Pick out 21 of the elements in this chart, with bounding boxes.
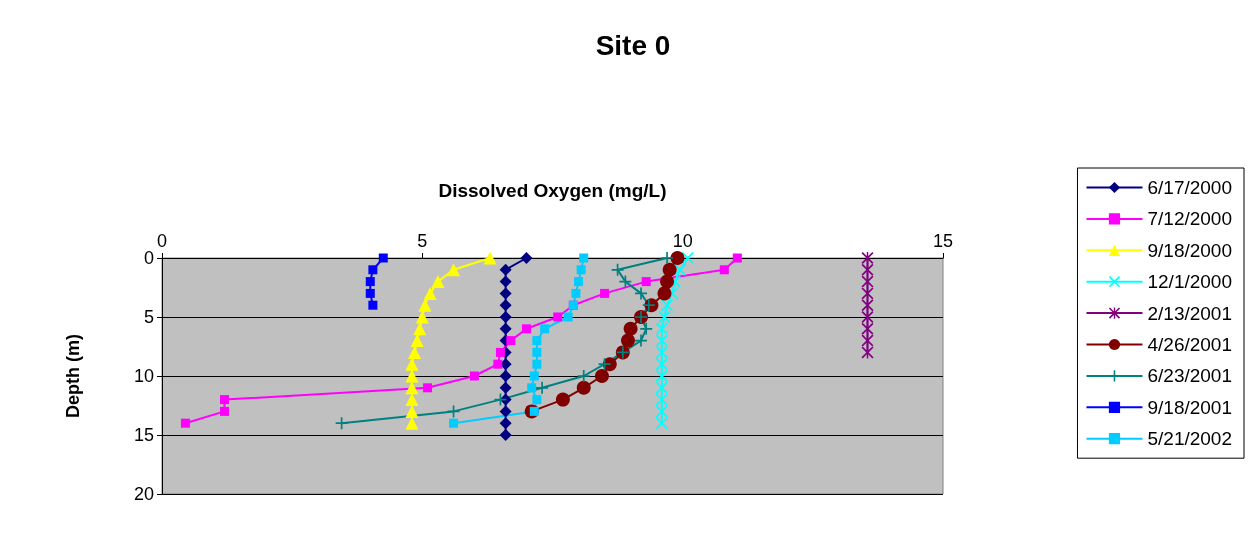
legend-label: 2/13/2001 <box>1147 302 1233 324</box>
y-tick-label: 10 <box>133 366 154 386</box>
y-tick-label: 20 <box>133 484 154 504</box>
x-tick-label: 0 <box>156 231 168 251</box>
legend-label: 4/26/2001 <box>1147 334 1233 355</box>
y-tick-label: 5 <box>143 307 154 327</box>
x-tick-label: 5 <box>417 231 428 251</box>
legend-label: 12/1/2000 <box>1147 271 1233 293</box>
legend-label: 6/23/2001 <box>1147 365 1233 387</box>
legend-label: 6/17/2000 <box>1147 177 1233 198</box>
x-tick-label: 10 <box>672 231 693 251</box>
y-tick-label: 15 <box>133 425 154 445</box>
y-tick-label: 0 <box>143 248 154 268</box>
chart-title: Site 0 <box>595 29 671 61</box>
y-axis-title: Depth (m) <box>63 334 83 418</box>
legend-label: 9/18/2001 <box>1147 396 1233 418</box>
legend-label: 7/12/2000 <box>1147 208 1233 230</box>
legend-label: 9/18/2000 <box>1147 239 1233 261</box>
x-axis-title: Dissolved Oxygen (mg/L) <box>438 180 667 201</box>
legend-label: 5/21/2002 <box>1147 428 1233 450</box>
x-tick-label: 15 <box>932 231 954 251</box>
